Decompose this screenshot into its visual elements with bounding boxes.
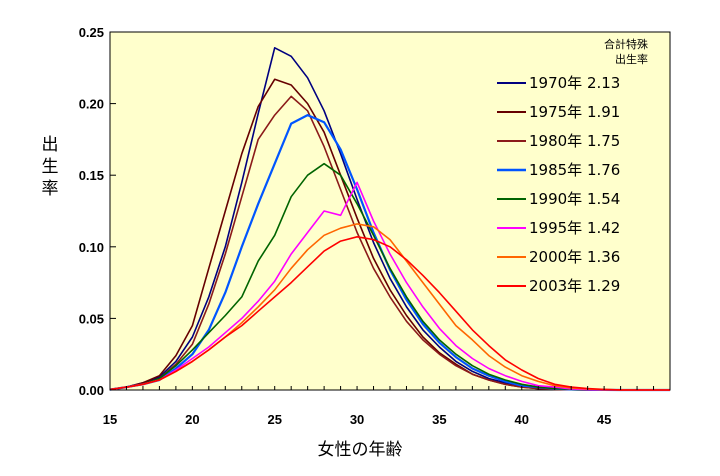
legend-entry: 1970年 2.13 <box>529 74 620 92</box>
y-tick-label: 0.05 <box>79 311 104 326</box>
legend-entry: 1990年 1.54 <box>529 190 620 208</box>
y-axis-label-char: 率 <box>42 179 59 199</box>
x-tick-label: 40 <box>515 412 529 427</box>
legend-title: 合計特殊 <box>604 37 648 51</box>
legend-entry: 2003年 1.29 <box>529 277 620 295</box>
y-tick-label: 0.15 <box>79 168 104 183</box>
y-axis-label-char: 生 <box>42 157 59 177</box>
series-layer <box>109 46 670 392</box>
x-tick-label: 35 <box>432 412 446 427</box>
series-line-1995 <box>109 181 670 391</box>
x-tick-label: 25 <box>267 412 281 427</box>
legend-entry: 1995年 1.42 <box>529 219 620 237</box>
y-axis-label-char: 出 <box>42 135 59 155</box>
y-tick-label: 0.10 <box>79 240 104 255</box>
x-tick-label: 15 <box>103 412 117 427</box>
x-tick-label: 30 <box>350 412 364 427</box>
legend-entry: 1980年 1.75 <box>529 132 620 150</box>
y-tick-label: 0.25 <box>79 25 104 40</box>
plot-area <box>109 31 671 391</box>
x-axis: 15 20 25 30 35 40 45 <box>103 386 671 427</box>
series-line-2003 <box>109 236 670 391</box>
x-axis-label: 女性の年齢 <box>318 440 403 460</box>
y-tick-label: 0.20 <box>79 97 104 112</box>
y-axis-label: 出生率 <box>42 135 59 199</box>
legend-entry: 1975年 1.91 <box>529 103 620 121</box>
x-tick-label: 45 <box>597 412 611 427</box>
legend-entry: 2000年 1.36 <box>529 248 620 266</box>
legend-entry: 1985年 1.76 <box>529 161 620 179</box>
legend-title: 出生率 <box>615 52 648 66</box>
y-tick-label: 0.00 <box>79 383 104 398</box>
x-tick-label: 20 <box>185 412 199 427</box>
y-axis: 0.00 0.05 0.10 0.15 0.20 0.25 <box>79 25 116 398</box>
